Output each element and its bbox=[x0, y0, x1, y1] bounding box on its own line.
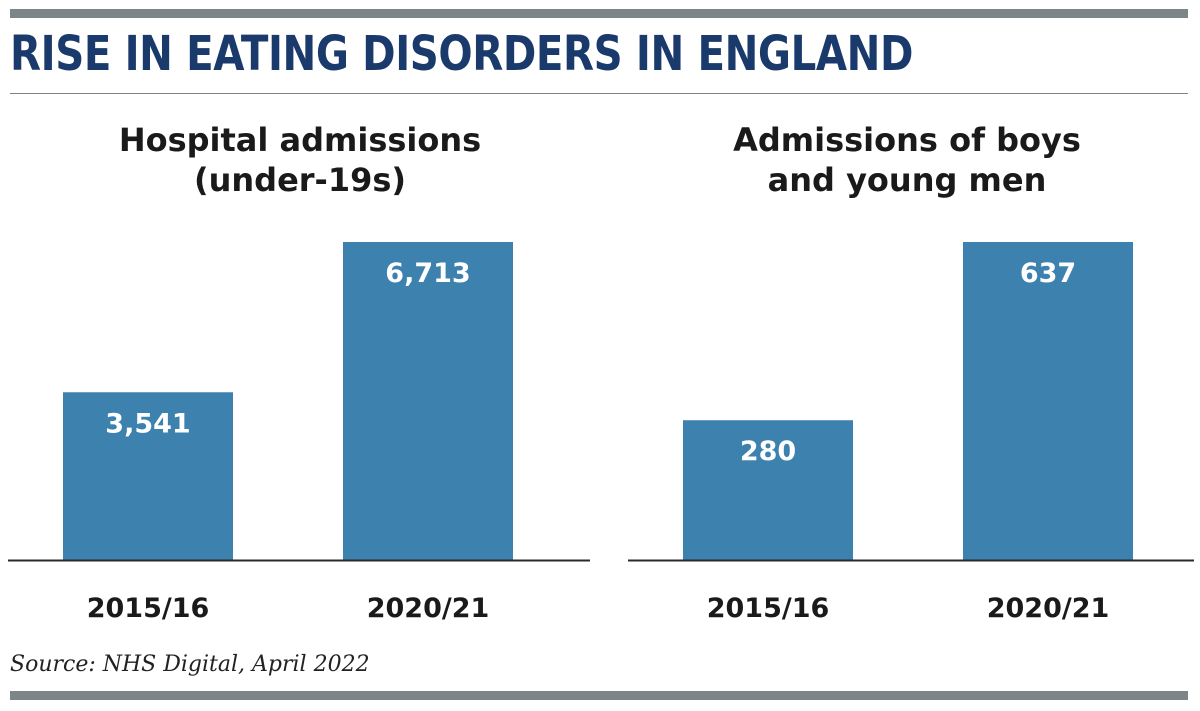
value-label: 3,541 bbox=[105, 408, 190, 439]
value-label: 6,713 bbox=[385, 258, 470, 289]
bar-2020-21 bbox=[963, 242, 1133, 560]
category-label: 2015/16 bbox=[87, 593, 210, 624]
top-rule bbox=[10, 9, 1188, 18]
chart-boys-admissions: 280 2015/16 637 2020/21 bbox=[628, 242, 1194, 624]
bottom-rule bbox=[10, 691, 1188, 700]
headline-rule bbox=[10, 93, 1188, 94]
headline: RISE IN EATING DISORDERS IN ENGLAND bbox=[10, 26, 913, 82]
chart-title-line-2: (under-19s) bbox=[193, 161, 407, 199]
bar-2015-16 bbox=[683, 420, 853, 560]
source-note: Source: NHS Digital, April 2022 bbox=[10, 652, 370, 677]
chart-title-line-1: Hospital admissions bbox=[118, 121, 482, 159]
chart-title-line-2: and young men bbox=[767, 161, 1047, 199]
chart-title-hospital-admissions: Hospital admissions (under-19s) bbox=[30, 120, 570, 200]
category-label: 2020/21 bbox=[367, 593, 490, 624]
category-label: 2020/21 bbox=[987, 593, 1110, 624]
bar-2020-21 bbox=[343, 242, 513, 560]
value-label: 637 bbox=[1020, 258, 1076, 289]
category-label: 2015/16 bbox=[707, 593, 830, 624]
chart-title-line-1: Admissions of boys bbox=[733, 121, 1081, 159]
bar-2015-16 bbox=[63, 392, 233, 560]
value-label: 280 bbox=[740, 436, 796, 467]
chart-title-boys-admissions: Admissions of boys and young men bbox=[637, 120, 1177, 200]
chart-hospital-admissions: 3,541 2015/16 6,713 2020/21 bbox=[8, 242, 590, 624]
